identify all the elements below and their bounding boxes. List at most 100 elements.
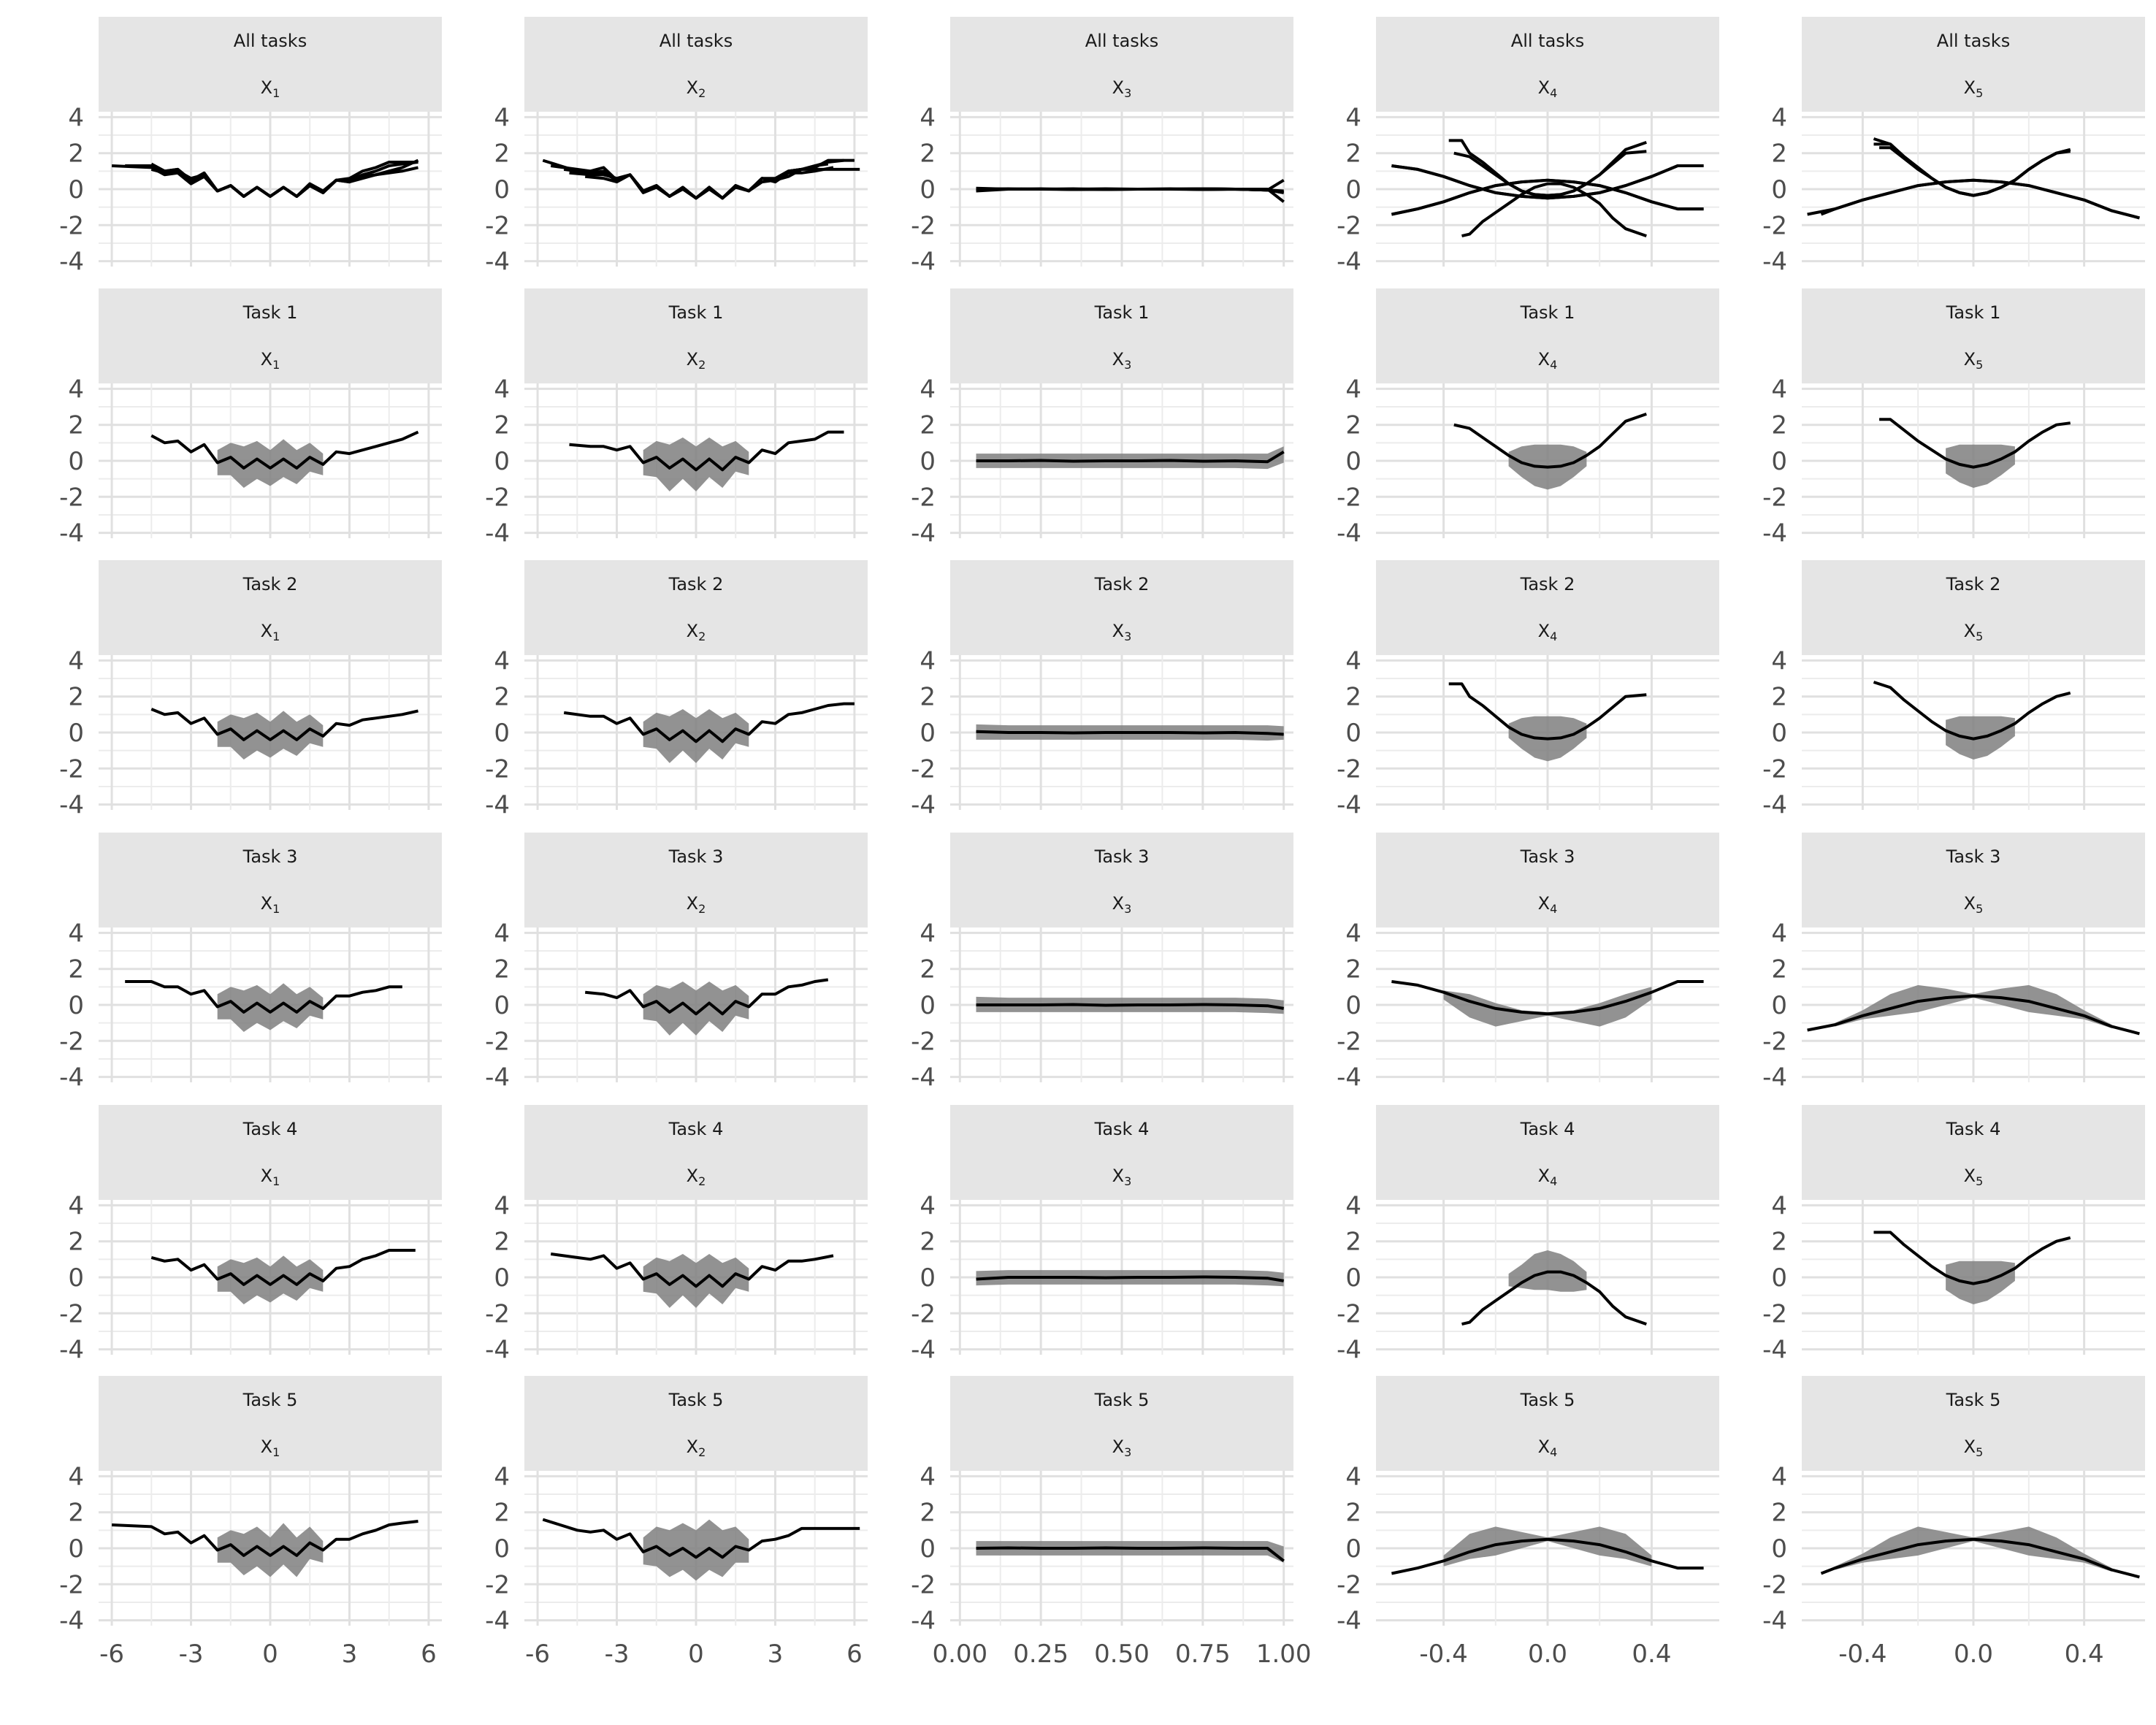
- y-tick-label: 0: [1771, 1534, 1787, 1564]
- confidence-band: [217, 1523, 324, 1577]
- strip-row-label: Task 3: [668, 846, 724, 867]
- panel-1-4: All tasks X4 -4 -2 0 2 4: [1337, 17, 1719, 277]
- confidence-band: [643, 437, 749, 492]
- series-line: [1807, 994, 2140, 1036]
- series-line: [150, 1249, 416, 1286]
- y-tick-label: 4: [68, 1191, 84, 1220]
- y-tick-label: 2: [1345, 1499, 1361, 1528]
- strip-background: [950, 560, 1293, 655]
- strip-col-label: X4: [1538, 349, 1558, 372]
- panel-2-4: Task 1 X4 -4 -2 0 2 4: [1337, 288, 1719, 548]
- y-tick-label: 2: [494, 683, 510, 712]
- series-line: [1873, 681, 2071, 741]
- y-tick-label: -4: [911, 1063, 936, 1093]
- y-tick-label: -2: [1762, 211, 1787, 240]
- series-line: [1873, 1231, 2071, 1285]
- y-tick-label: 0: [1771, 175, 1787, 204]
- strip-row-label: Task 4: [242, 1119, 298, 1139]
- y-tick-label: 2: [1771, 139, 1787, 169]
- confidence-band: [643, 982, 749, 1036]
- y-tick-label: -2: [485, 1299, 510, 1328]
- y-tick-label: -4: [1762, 519, 1787, 548]
- strip-col-label: X2: [687, 893, 706, 916]
- strip-row-label: Task 2: [1946, 574, 2001, 594]
- strip-row-label: Task 1: [1094, 302, 1150, 323]
- y-tick-label: -4: [911, 248, 936, 277]
- y-tick-label: 0: [494, 447, 510, 476]
- strip-background: [1802, 1376, 2145, 1471]
- confidence-band: [643, 1254, 749, 1308]
- y-tick-label: 4: [68, 646, 84, 676]
- y-tick-label: -4: [1337, 1336, 1361, 1365]
- strip-row-label: Task 3: [1094, 846, 1150, 867]
- strip-row-label: Task 5: [1946, 1390, 2001, 1410]
- panel-1-5: All tasks X5 -4 -2 0 2 4: [1762, 17, 2145, 277]
- strip-background: [524, 560, 868, 655]
- y-tick-label: 0: [1345, 447, 1361, 476]
- strip-row-label: Task 2: [668, 574, 724, 594]
- series-line-extra-1: [1391, 164, 1704, 200]
- x-tick-label: -3: [179, 1640, 204, 1669]
- y-tick-label: -4: [59, 519, 84, 548]
- panel-4-2: Task 3 X2 -4 -2 0 2 4: [485, 833, 868, 1093]
- y-tick-label: 4: [1345, 1462, 1361, 1491]
- y-tick-label: 2: [68, 955, 84, 984]
- strip-row-label: Task 4: [1520, 1119, 1575, 1139]
- y-tick-label: 0: [1771, 991, 1787, 1020]
- y-tick-label: -2: [1337, 754, 1361, 784]
- strip-background: [524, 17, 868, 112]
- strip-background: [99, 17, 442, 112]
- strip-background: [1802, 560, 2145, 655]
- strip-background: [1376, 17, 1719, 112]
- x-tick-label: 0: [688, 1640, 704, 1669]
- strip-background: [99, 560, 442, 655]
- y-tick-label: 4: [494, 646, 510, 676]
- y-tick-label: 4: [1345, 375, 1361, 404]
- y-tick-label: 2: [68, 1499, 84, 1528]
- confidence-band: [217, 439, 324, 488]
- series-line: [550, 1252, 834, 1288]
- y-tick-label: -4: [911, 1607, 936, 1636]
- y-tick-label: 2: [920, 683, 936, 712]
- panel-1-1: All tasks X1 -4 -2 0 2 4: [59, 17, 442, 277]
- y-tick-label: 2: [1771, 411, 1787, 440]
- y-tick-label: -2: [911, 754, 936, 784]
- x-tick-label: -3: [605, 1640, 630, 1669]
- panel-6-2: Task 5 X2 -4 -2 0 2 4 -6 -3 0 3 6: [485, 1376, 868, 1669]
- y-tick-label: -4: [911, 519, 936, 548]
- strip-background: [1802, 288, 2145, 383]
- series-line: [976, 450, 1285, 464]
- y-tick-label: -2: [1762, 1299, 1787, 1328]
- strip-background: [1376, 288, 1719, 383]
- y-tick-label: -2: [59, 1570, 84, 1599]
- panel-5-3: Task 4 X3 -4 -2 0 2 4: [911, 1105, 1293, 1365]
- strip-row-label: Task 4: [1094, 1119, 1150, 1139]
- y-tick-label: 4: [920, 646, 936, 676]
- strip-row-label: Task 1: [1520, 302, 1575, 323]
- panel-1-2: All tasks X2 -4 -2 0 2 4: [485, 17, 868, 277]
- strip-row-label: Task 3: [1520, 846, 1575, 867]
- confidence-band: [1443, 1526, 1652, 1567]
- y-tick-label: -2: [59, 754, 84, 784]
- y-tick-label: -2: [1337, 1027, 1361, 1056]
- x-tick-label: 0.75: [1175, 1640, 1231, 1669]
- y-tick-label: -4: [59, 1607, 84, 1636]
- strip-background: [524, 288, 868, 383]
- strip-row-label: Task 2: [1520, 574, 1575, 594]
- y-tick-label: -2: [1762, 1027, 1787, 1056]
- y-tick-label: -2: [911, 1027, 936, 1056]
- strip-col-label: X1: [261, 349, 280, 372]
- panel-2-1: Task 1 X1 -4 -2 0 2 4: [59, 288, 442, 548]
- x-tick-label: 0.4: [1632, 1640, 1671, 1669]
- confidence-band: [1835, 984, 2112, 1028]
- series-line: [1448, 682, 1647, 741]
- y-tick-label: 4: [494, 375, 510, 404]
- strip-row-label: Task 4: [668, 1119, 724, 1139]
- confidence-band: [976, 446, 1284, 470]
- strip-col-label: X5: [1964, 349, 1984, 372]
- x-tick-label: 0: [262, 1640, 278, 1669]
- series-line-task-5: [1820, 178, 2140, 220]
- y-tick-label: 0: [68, 1263, 84, 1293]
- panel-5-4: Task 4 X4 -4 -2 0 2 4: [1337, 1105, 1719, 1365]
- y-tick-label: -4: [1762, 791, 1787, 820]
